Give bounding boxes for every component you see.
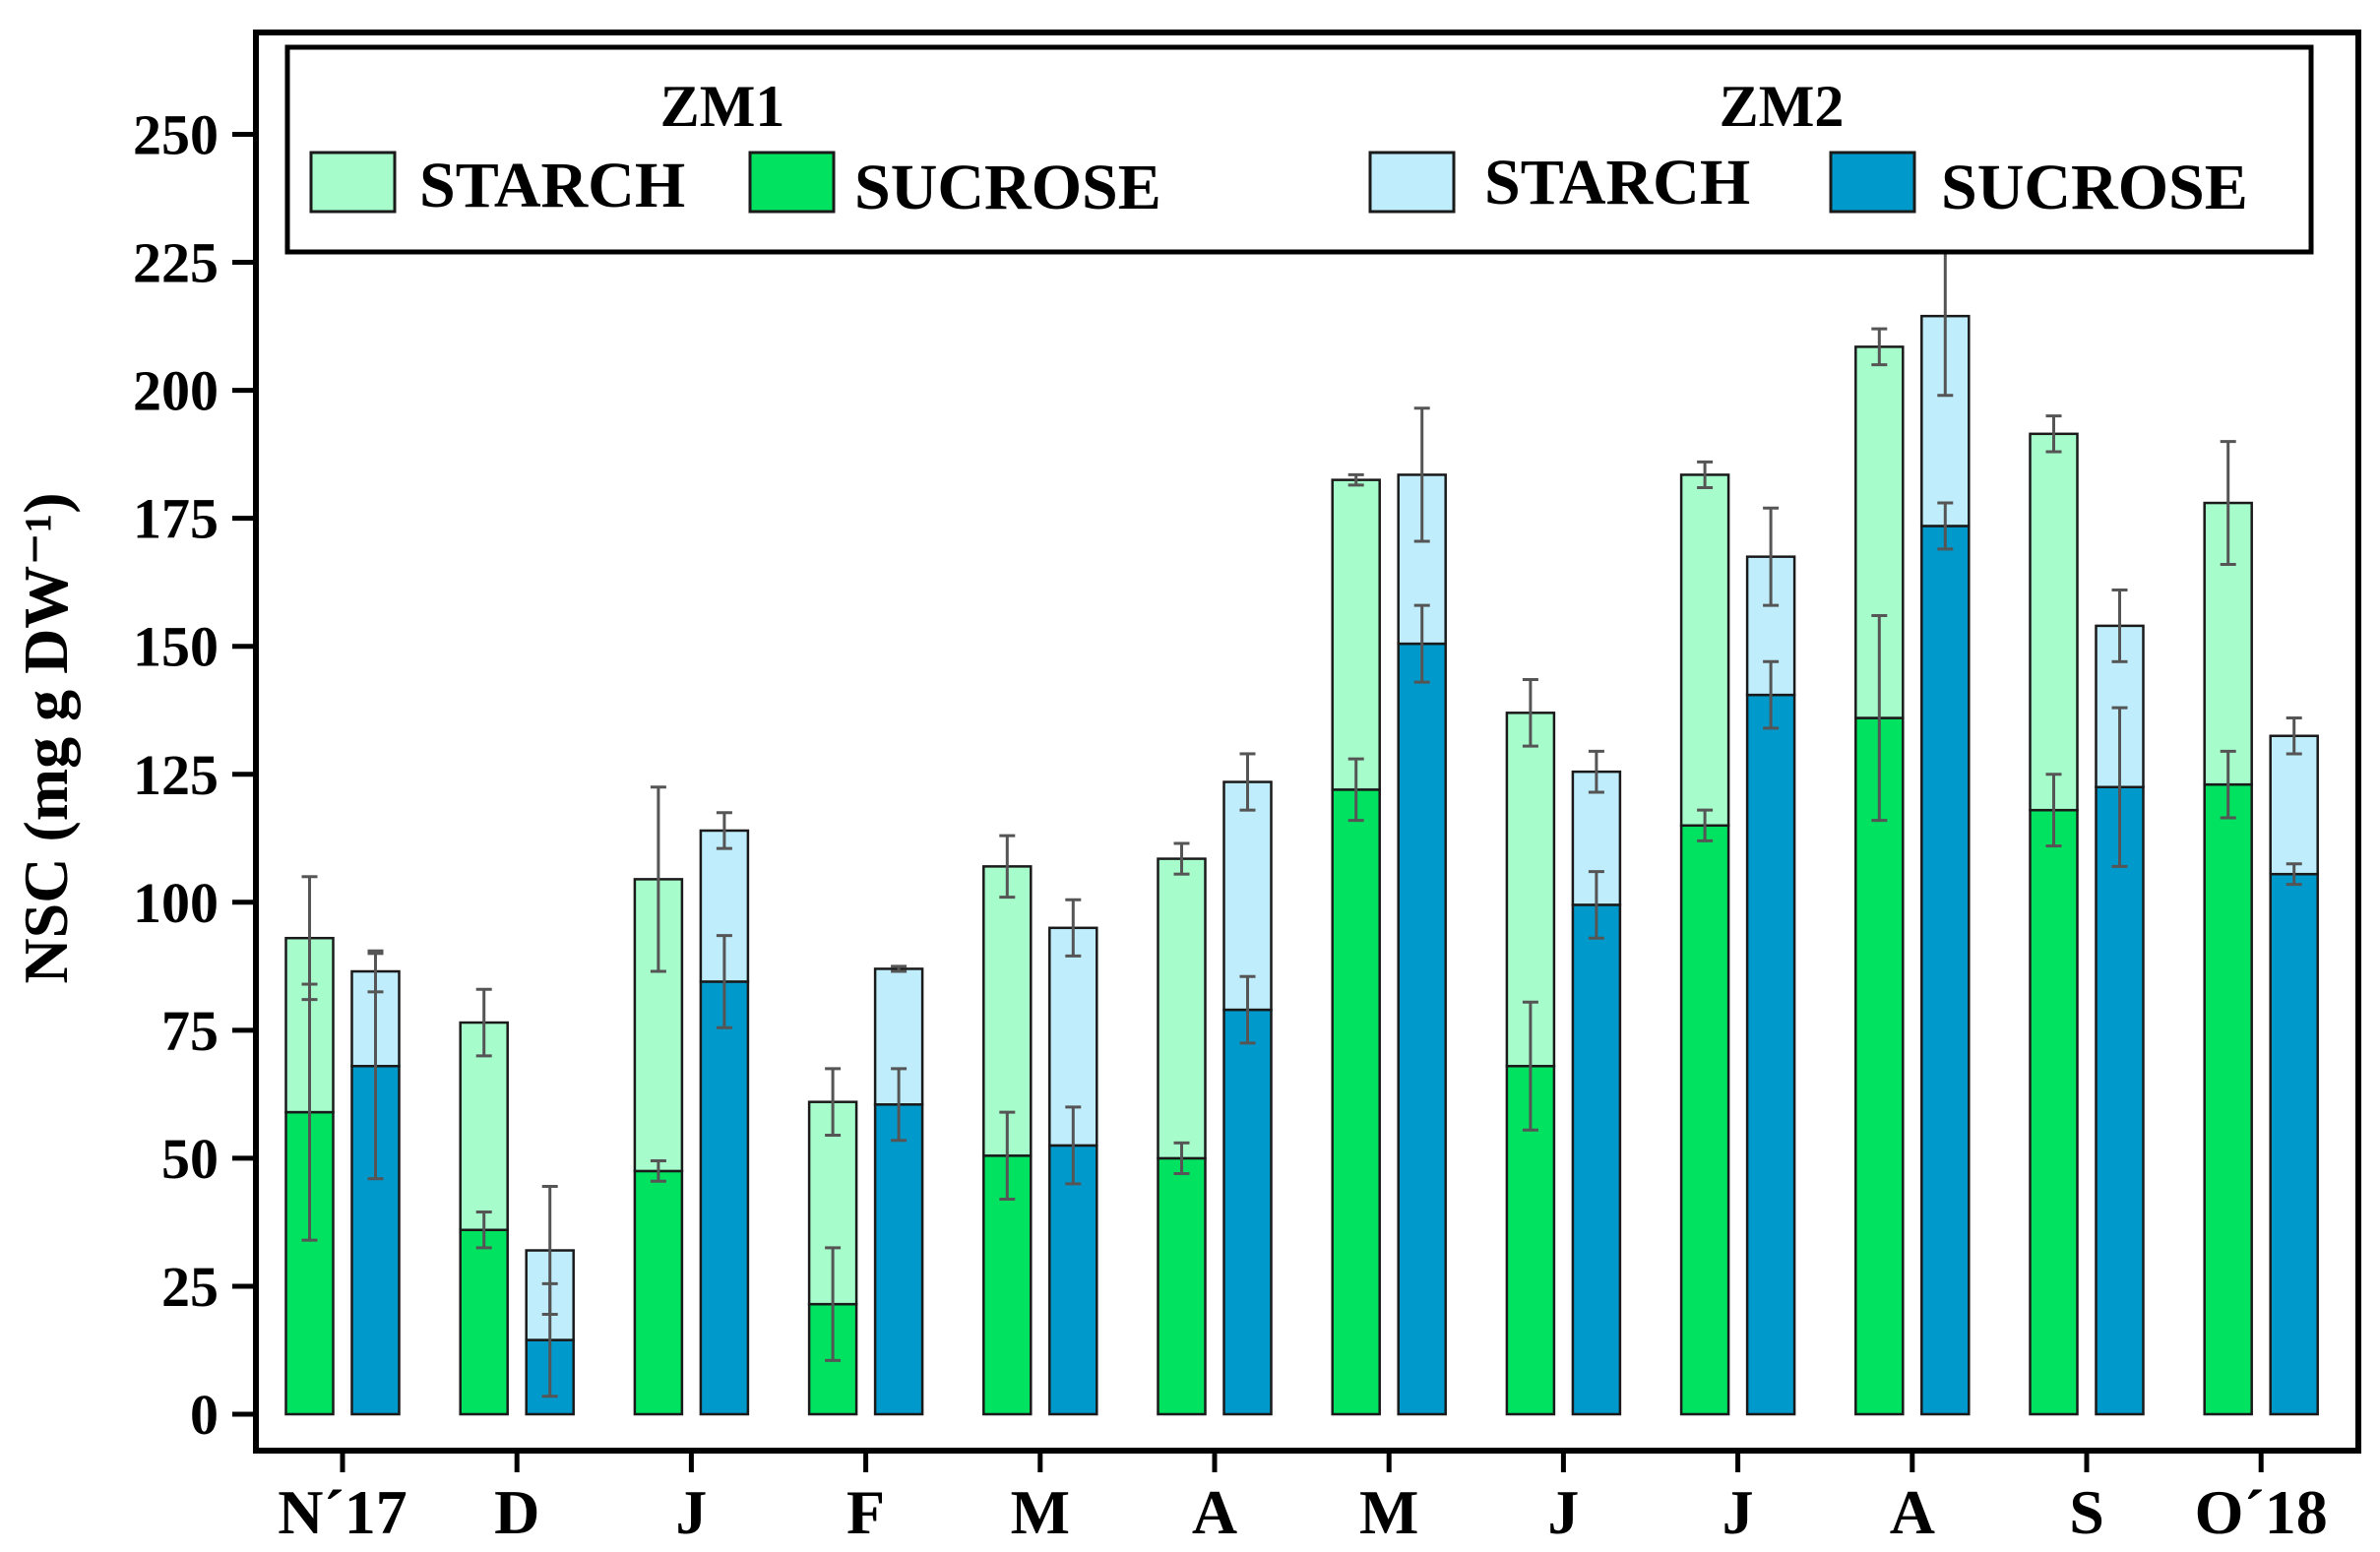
bar-zm2-sucrose (699, 980, 750, 1416)
bar-zm2-sucrose (1048, 1144, 1098, 1416)
y-tick-label: 125 (133, 743, 219, 807)
legend-label-zm1-sucrose: SUCROSE (854, 152, 1161, 223)
x-category-label: J (1722, 1477, 1754, 1547)
y-tick-label: 75 (161, 999, 219, 1063)
x-category-label: D (494, 1477, 539, 1547)
x-category-label: M (1011, 1477, 1070, 1547)
x-category-label: J (1547, 1477, 1579, 1547)
bar-zm1-starch (2029, 432, 2079, 812)
bar-zm1-sucrose (2203, 782, 2253, 1416)
bar-zm2-sucrose (873, 1103, 924, 1416)
bar-zm1-sucrose (1679, 824, 1730, 1416)
bars-layer (284, 314, 2319, 1416)
bar-zm1-sucrose (1157, 1156, 1207, 1416)
x-category-label: N´17 (278, 1477, 407, 1547)
bar-zm2-sucrose (1745, 693, 1796, 1416)
x-category-label: O´18 (2195, 1477, 2328, 1547)
bar-zm2-sucrose (2095, 785, 2145, 1416)
y-axis-title: NSC (mg g DW⁻¹) (11, 492, 81, 983)
x-category-label: J (675, 1477, 707, 1547)
y-tick-label: 25 (161, 1255, 219, 1319)
bar-zm1-sucrose (633, 1169, 684, 1416)
legend-label-zm1-starch: STARCH (419, 150, 685, 221)
y-tick-label: 225 (133, 231, 219, 295)
bar-zm2-sucrose (2269, 872, 2319, 1416)
error-bars-layer (301, 235, 2302, 1398)
legend-label-zm2-sucrose: SUCROSE (1941, 152, 2248, 223)
bar-zm1-sucrose (459, 1228, 509, 1416)
bar-zm2-sucrose (1571, 903, 1622, 1416)
legend-box (284, 44, 2314, 255)
legend-swatch-zm1-sucrose (748, 151, 836, 214)
bar-zm1-sucrose (2029, 808, 2079, 1416)
y-tick-label: 150 (133, 615, 219, 679)
legend-group-title-zm2: ZM2 (1720, 74, 1845, 139)
x-category-label: A (1890, 1477, 1935, 1547)
plot-frame (253, 30, 2361, 1454)
bar-zm2-sucrose (1920, 525, 1971, 1416)
axes-layer: 0 25 50 75 100 125 150 175 200 225 250 NSC (mg g DW… (11, 30, 2361, 1547)
bar-zm1-sucrose (1854, 716, 1905, 1416)
bar-zm1-starch (1157, 857, 1207, 1160)
y-tick-label: 250 (133, 103, 219, 167)
bar-zm1-sucrose (1331, 788, 1381, 1416)
x-category-label: F (846, 1477, 885, 1547)
legend-label-zm2-starch: STARCH (1484, 147, 1750, 218)
legend-swatch-zm2-sucrose (1829, 151, 1916, 214)
bar-zm2-starch (1222, 780, 1273, 1012)
bar-zm1-starch (1331, 478, 1381, 791)
x-category-label: S (2069, 1477, 2104, 1547)
y-tick-label: 100 (133, 871, 219, 935)
bar-zm1-starch (1679, 473, 1730, 828)
legend: ZM1 STARCH SUCROSE ZM2 STARCH SUCROSE (284, 44, 2314, 255)
y-tick-label: 200 (133, 359, 219, 423)
y-tick-label: 175 (133, 487, 219, 551)
y-tick-label: 0 (190, 1383, 219, 1447)
x-category-label: M (1359, 1477, 1418, 1547)
bar-zm2-sucrose (1222, 1008, 1273, 1416)
x-category-label: A (1192, 1477, 1237, 1547)
y-tick-label: 50 (161, 1127, 219, 1191)
legend-swatch-zm2-starch (1368, 151, 1456, 214)
bar-zm1-sucrose (982, 1154, 1033, 1416)
bar-zm2-sucrose (1397, 642, 1447, 1416)
legend-swatch-zm1-starch (309, 151, 397, 214)
bar-zm2-starch (2269, 734, 2319, 876)
legend-group-title-zm1: ZM1 (660, 74, 785, 139)
